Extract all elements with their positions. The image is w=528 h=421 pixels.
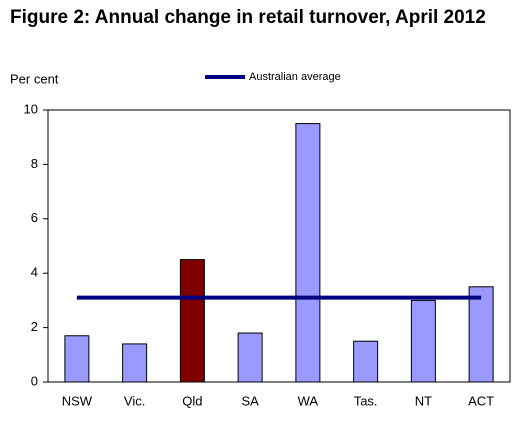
bar (468, 286, 494, 383)
bar (353, 340, 379, 383)
x-tick-label: SA (241, 393, 259, 408)
bar (237, 332, 263, 383)
legend-label: Australian average (249, 71, 341, 83)
bar (122, 343, 148, 383)
y-tick-label: 2 (31, 319, 38, 334)
x-tick-label: Tas. (354, 393, 378, 408)
x-tick-label: WA (298, 393, 319, 408)
y-tick-label: 10 (24, 101, 38, 116)
y-tick-label: 0 (31, 373, 38, 388)
x-tick-label: Vic. (124, 393, 145, 408)
y-tick-label: 8 (31, 156, 38, 171)
x-tick-label: ACT (468, 393, 494, 408)
bar (410, 299, 436, 383)
y-axis-label: Per cent (10, 71, 59, 86)
chart-title: Figure 2: Annual change in retail turnov… (10, 7, 486, 28)
bar (179, 259, 205, 383)
plot-border (47, 109, 511, 383)
y-tick-label: 4 (31, 265, 38, 280)
x-tick-label: Qld (182, 393, 202, 408)
x-tick-label: NT (415, 393, 432, 408)
bar (295, 123, 321, 383)
x-tick-label: NSW (62, 393, 93, 408)
y-tick-label: 6 (31, 210, 38, 225)
bar (64, 335, 90, 383)
